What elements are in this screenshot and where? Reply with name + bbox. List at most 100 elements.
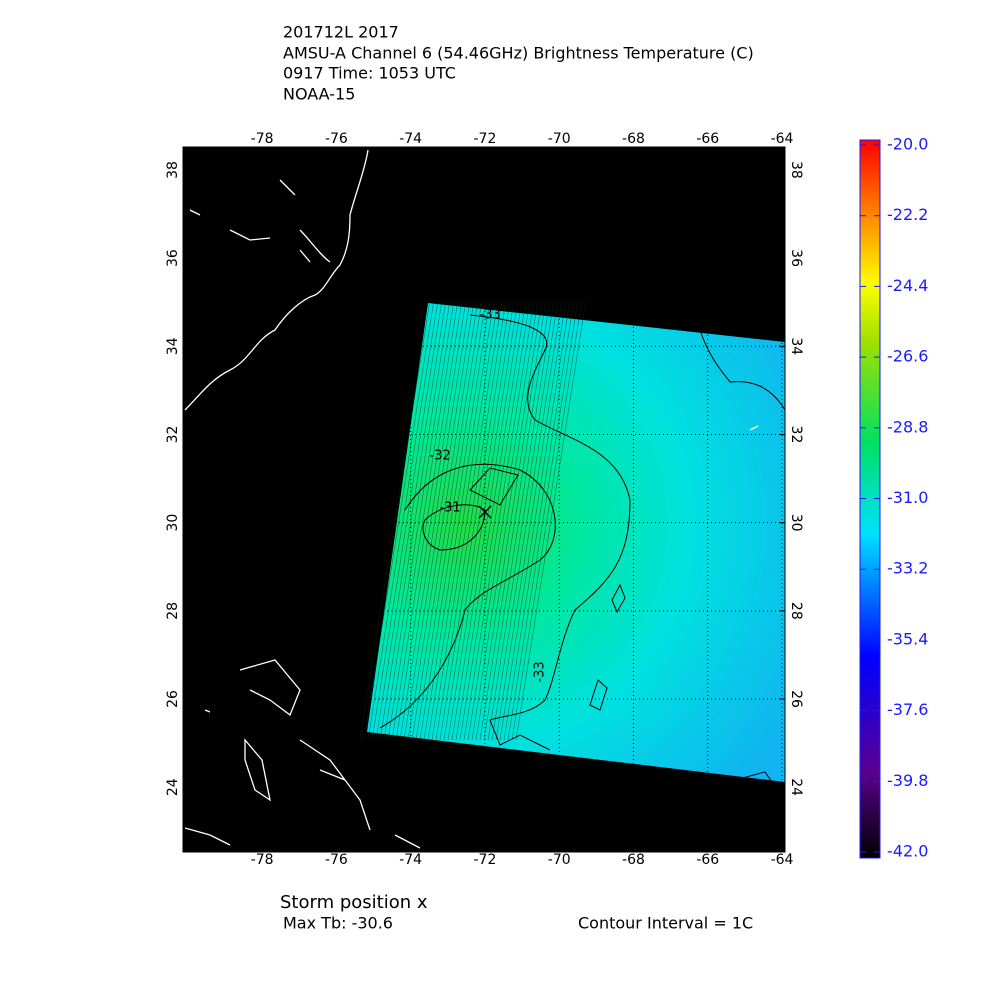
title-line: 201712L 2017 <box>283 23 399 42</box>
colorbar-label: -20.0 <box>887 135 928 154</box>
x-tick-label: -66 <box>696 852 719 868</box>
hatch-line <box>439 299 511 741</box>
x-tick-label: -74 <box>399 852 422 868</box>
y-tick-label: 36 <box>788 249 804 267</box>
hatch-line <box>459 299 531 741</box>
y-tick-label: 38 <box>165 161 181 179</box>
x-tick-label: -64 <box>771 131 794 147</box>
y-tick-label: 26 <box>165 690 181 708</box>
x-tick-label: -72 <box>473 852 496 868</box>
max-tb: Max Tb: -30.6 <box>283 914 393 933</box>
colorbar-label: -37.6 <box>887 700 928 719</box>
title-line: 0917 Time: 1053 UTC <box>283 64 456 83</box>
hatch-line <box>431 299 503 741</box>
contour-line <box>469 314 631 751</box>
title-line: NOAA-15 <box>283 85 355 104</box>
x-tick-label: -76 <box>325 852 348 868</box>
x-tick-label: -76 <box>325 131 348 147</box>
colorbar-label: -35.4 <box>887 629 928 648</box>
y-tick-label: 28 <box>165 602 181 620</box>
y-tick-label: 34 <box>788 337 804 355</box>
hatch-line <box>447 299 519 741</box>
hatch-line <box>511 299 583 741</box>
x-tick-label: -72 <box>473 131 496 147</box>
hatch-line <box>419 299 491 741</box>
contours <box>379 314 785 783</box>
colorbar-label: -28.8 <box>887 417 928 436</box>
hatch-line <box>359 299 431 741</box>
hatch-line <box>423 299 495 741</box>
coast-segment <box>749 425 759 431</box>
y-tick-label: 30 <box>788 514 804 532</box>
coastline <box>184 149 759 849</box>
y-tick-label: 32 <box>165 426 181 444</box>
x-tick-label: -70 <box>548 131 571 147</box>
contour-line <box>699 329 785 411</box>
hatch-line <box>367 299 439 741</box>
coast-segment <box>184 659 421 849</box>
y-tick-label: 32 <box>788 426 804 444</box>
hatch-line <box>487 299 559 741</box>
hatch-line <box>427 299 499 741</box>
hatch-line <box>387 299 459 741</box>
y-tick-label: 26 <box>788 690 804 708</box>
hatch-line <box>395 299 467 741</box>
contour-label: -32 <box>429 449 450 464</box>
y-tick-label: 38 <box>788 161 804 179</box>
hatch-line <box>515 299 587 741</box>
map-content: -33 -32 -31 -33 <box>183 147 785 852</box>
storm-marker <box>478 505 492 519</box>
hatch-line <box>451 299 523 741</box>
hatch-line <box>391 299 463 741</box>
hatch-line <box>491 299 563 741</box>
title-block: 201712L 2017 AMSU-A Channel 6 (54.46GHz)… <box>283 23 754 104</box>
hatch-line <box>463 299 535 741</box>
hatch-line <box>495 299 567 741</box>
colorbar-label: -39.8 <box>887 771 928 790</box>
hatch-line <box>407 299 479 741</box>
x-tick-label: -66 <box>696 131 719 147</box>
contour-line <box>422 504 486 551</box>
hatching <box>359 299 587 741</box>
contour-label: -33 <box>479 308 500 323</box>
hatch-line <box>467 299 539 741</box>
contour-label: -31 <box>439 501 460 516</box>
y-tick-label: 28 <box>788 602 804 620</box>
contour-label: -33 <box>533 661 548 682</box>
contour-line <box>469 467 519 506</box>
colorbar-label: -31.0 <box>887 488 928 507</box>
colorbar-label: -22.2 <box>887 205 928 224</box>
hatch-line <box>415 299 487 741</box>
y-tick-label: 30 <box>165 514 181 532</box>
data-swath <box>367 303 785 782</box>
colorbar-label: -24.4 <box>887 276 928 295</box>
x-tick-label: -78 <box>251 852 274 868</box>
contour-line <box>589 679 608 711</box>
map-frame <box>182 146 786 853</box>
hatch-line <box>363 299 435 741</box>
colorbar-label: -26.6 <box>887 347 928 366</box>
title-line: AMSU-A Channel 6 (54.46GHz) Brightness T… <box>283 44 754 63</box>
hatch-line <box>435 299 507 741</box>
hatch-line <box>403 299 475 741</box>
hatch-line <box>383 299 455 741</box>
x-tick-label: -78 <box>251 131 274 147</box>
hatch-line <box>455 299 527 741</box>
contour-line <box>734 771 773 783</box>
hatch-line <box>471 299 543 741</box>
x-tick-label: -70 <box>548 852 571 868</box>
hatch-line <box>399 299 471 741</box>
hatch-line <box>479 299 551 741</box>
hatch-line <box>507 299 579 741</box>
coast-segment <box>184 149 369 411</box>
contour-interval: Contour Interval = 1C <box>578 914 753 933</box>
y-tick-label: 24 <box>165 778 181 796</box>
x-tick-label: -64 <box>771 852 794 868</box>
contour-line <box>611 583 626 614</box>
coast-segment <box>189 179 331 263</box>
x-tick-label: -74 <box>399 131 422 147</box>
x-tick-label: -68 <box>622 131 645 147</box>
hatch-line <box>503 299 575 741</box>
contour-line <box>379 463 556 729</box>
